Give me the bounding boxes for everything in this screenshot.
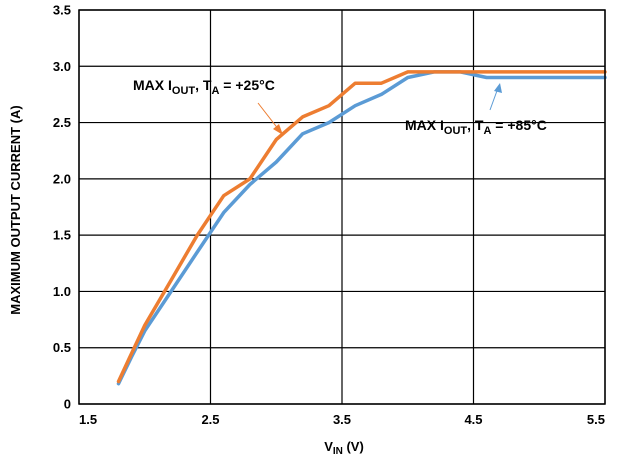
annotation-25c-arrowhead — [273, 124, 283, 135]
annotation-25c-arrow — [257, 102, 280, 131]
annotation-85c-arrowhead — [494, 83, 502, 93]
y-tick-label: 3.0 — [53, 59, 71, 74]
annotation-25c-label: MAX IOUT, TA = +25°C — [133, 77, 275, 97]
x-tick-label: 2.5 — [201, 412, 219, 427]
x-tick-label: 4.5 — [464, 412, 482, 427]
grid — [78, 9, 606, 405]
x-tick-label: 3.5 — [333, 412, 351, 427]
series-lines — [116, 70, 607, 386]
annotation-85c: MAX IOUT, TA = +85°C — [405, 83, 547, 137]
x-axis-label: VIN (V) — [324, 439, 364, 457]
y-tick-label: 1.5 — [53, 228, 71, 243]
x-tick-label: 1.5 — [79, 412, 97, 427]
y-tick-label: 0 — [64, 397, 71, 412]
plot-frame — [78, 9, 606, 405]
y-tick-label: 1.0 — [53, 284, 71, 299]
y-tick-label: 2.5 — [53, 115, 71, 130]
y-tick-label: 0.5 — [53, 340, 71, 355]
tick-labels: 0 0.5 1.0 1.5 2.0 2.5 3.0 3.5 1.5 2.5 3.5 4.5 5.5 — [53, 3, 605, 428]
x-tick-label: 5.5 — [587, 412, 605, 427]
annotation-25c: MAX IOUT, TA = +25°C — [133, 77, 283, 135]
y-tick-label: 3.5 — [53, 3, 71, 18]
annotation-85c-label: MAX IOUT, TA = +85°C — [405, 117, 547, 137]
y-tick-label: 2.0 — [53, 171, 71, 186]
series-line-25c — [116, 70, 607, 384]
y-axis-label: MAXIMUM OUTPUT CURRENT (A) — [8, 105, 23, 314]
series-line-85c — [116, 70, 607, 386]
